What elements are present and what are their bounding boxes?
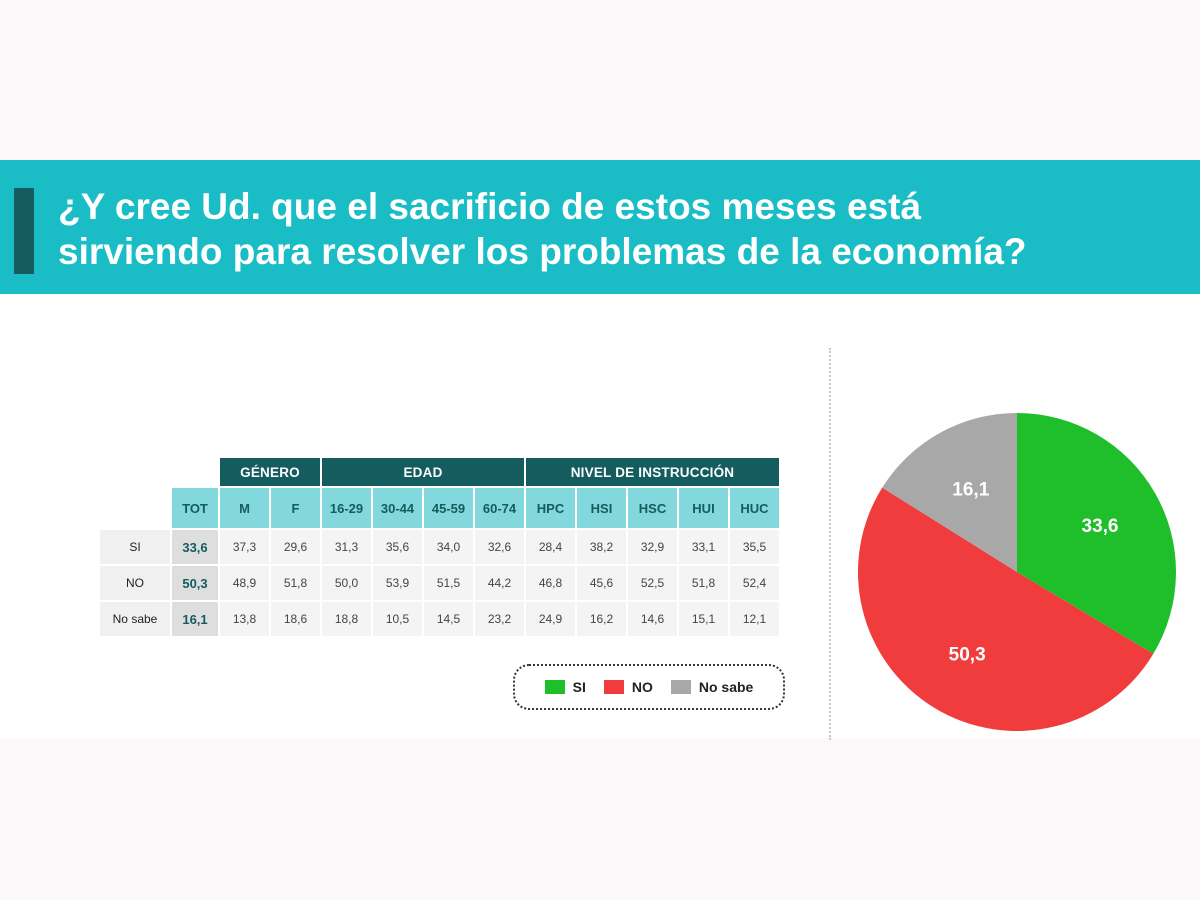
- title-line-2: sirviendo para resolver los problemas de…: [58, 231, 1027, 272]
- legend-item-no-sabe: No sabe: [670, 679, 754, 695]
- total-cell: 50,3: [172, 566, 218, 600]
- banner-accent-bar: [14, 188, 34, 274]
- pie-label-no: 50,3: [949, 644, 986, 665]
- legend-swatch-no-sabe: [670, 680, 691, 694]
- table-cell: 51,8: [271, 566, 320, 600]
- pie-slice-no-sabe: [882, 413, 1017, 572]
- pie-chart: 33,6 50,3 16,1: [857, 413, 1176, 732]
- table-cell: 50,0: [322, 566, 371, 600]
- table-cell: 10,5: [373, 602, 422, 636]
- table-cell: 34,0: [424, 530, 473, 564]
- column-header: 30-44: [373, 488, 422, 528]
- table-cell: 33,1: [679, 530, 728, 564]
- pie-slice-si: [1017, 413, 1176, 654]
- table-cell: 18,6: [271, 602, 320, 636]
- table-cell: 28,4: [526, 530, 575, 564]
- table-cell: 16,2: [577, 602, 626, 636]
- table-cell: 35,5: [730, 530, 779, 564]
- table-cell: 24,9: [526, 602, 575, 636]
- table-cell: 53,9: [373, 566, 422, 600]
- results-table: GÉNERO EDAD NIVEL DE INSTRUCCIÓN TOT M F…: [98, 456, 781, 638]
- column-header: 16-29: [322, 488, 371, 528]
- column-header: HSC: [628, 488, 677, 528]
- column-header: HPC: [526, 488, 575, 528]
- dotted-divider: [829, 348, 831, 740]
- empty-corner: [172, 458, 218, 486]
- table-cell: 46,8: [526, 566, 575, 600]
- table-cell: 12,1: [730, 602, 779, 636]
- pie-label-no-sabe: 16,1: [952, 480, 989, 501]
- title-banner: [0, 160, 1200, 294]
- column-header: TOT: [172, 488, 218, 528]
- column-header: 60-74: [475, 488, 524, 528]
- table-cell: 14,6: [628, 602, 677, 636]
- table-cell: 15,1: [679, 602, 728, 636]
- table-cell: 35,6: [373, 530, 422, 564]
- legend: SI NO No sabe: [513, 664, 785, 710]
- table-cell: 52,4: [730, 566, 779, 600]
- row-label: SI: [100, 530, 170, 564]
- column-header: F: [271, 488, 320, 528]
- table-cell: 14,5: [424, 602, 473, 636]
- legend-item-no: NO: [603, 679, 653, 695]
- column-header-row: TOT M F 16-29 30-44 45-59 60-74 HPC HSI …: [100, 488, 779, 528]
- table-cell: 38,2: [577, 530, 626, 564]
- pie-slice-no: [857, 487, 1154, 732]
- table-cell: 37,3: [220, 530, 269, 564]
- legend-item-si: SI: [544, 679, 586, 695]
- empty-corner: [100, 488, 170, 528]
- table-cell: 44,2: [475, 566, 524, 600]
- table-cell: 32,6: [475, 530, 524, 564]
- column-header: HUC: [730, 488, 779, 528]
- table-row-no: NO 50,3 48,9 51,8 50,0 53,9 51,5 44,2 46,8 45,6 52…: [100, 566, 779, 600]
- table-cell: 51,8: [679, 566, 728, 600]
- table-cell: 23,2: [475, 602, 524, 636]
- table-cell: 32,9: [628, 530, 677, 564]
- legend-swatch-si: [544, 680, 565, 694]
- table-cell: 13,8: [220, 602, 269, 636]
- column-header: 45-59: [424, 488, 473, 528]
- total-cell: 33,6: [172, 530, 218, 564]
- row-label: No sabe: [100, 602, 170, 636]
- legend-swatch-no: [603, 680, 624, 694]
- total-cell: 16,1: [172, 602, 218, 636]
- table-cell: 48,9: [220, 566, 269, 600]
- table-row-no-sabe: No sabe 16,1 13,8 18,6 18,8 10,5 14,5 23,2 24,9 1…: [100, 602, 779, 636]
- group-header-genero: GÉNERO: [220, 458, 320, 486]
- table-cell: 51,5: [424, 566, 473, 600]
- page-title: ¿Y cree Ud. que el sacrificio de estos m…: [58, 184, 1178, 274]
- row-label: NO: [100, 566, 170, 600]
- table-cell: 31,3: [322, 530, 371, 564]
- column-header: M: [220, 488, 269, 528]
- pie-label-si: 33,6: [1082, 516, 1119, 537]
- empty-corner: [100, 458, 170, 486]
- legend-label-si: SI: [572, 679, 586, 695]
- table-cell: 45,6: [577, 566, 626, 600]
- table-cell: 52,5: [628, 566, 677, 600]
- table-row-si: SI 33,6 37,3 29,6 31,3 35,6 34,0 32,6 28,4 38,2 32…: [100, 530, 779, 564]
- table-cell: 18,8: [322, 602, 371, 636]
- column-header: HUI: [679, 488, 728, 528]
- group-header-nivel: NIVEL DE INSTRUCCIÓN: [526, 458, 779, 486]
- group-header-edad: EDAD: [322, 458, 524, 486]
- legend-label-no: NO: [631, 679, 653, 695]
- column-header: HSI: [577, 488, 626, 528]
- legend-label-no-sabe: No sabe: [698, 679, 754, 695]
- group-header-row: GÉNERO EDAD NIVEL DE INSTRUCCIÓN: [100, 458, 779, 486]
- title-line-1: ¿Y cree Ud. que el sacrificio de estos m…: [58, 186, 922, 227]
- table-cell: 29,6: [271, 530, 320, 564]
